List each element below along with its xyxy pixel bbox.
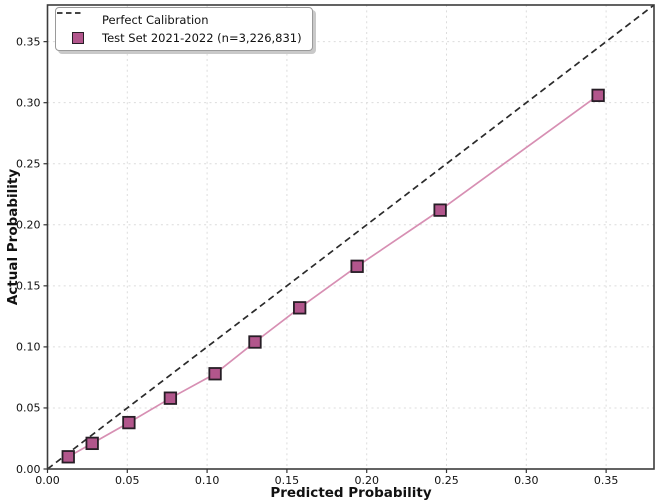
test-set-marker	[163, 391, 178, 405]
test-set-marker	[85, 436, 99, 451]
x-tick-label: 0.35	[594, 474, 619, 487]
legend-label-perfect-calibration: Perfect Calibration	[102, 12, 209, 27]
legend-item-perfect-calibration: Perfect Calibration	[57, 11, 302, 28]
y-tick-label: 0.10	[16, 341, 41, 354]
x-tick-label: 0.25	[434, 474, 459, 487]
x-tick-label: 0.10	[195, 474, 220, 487]
legend: Perfect Calibration Test Set 2021-2022 (…	[55, 7, 313, 51]
test-set-marker	[591, 88, 605, 103]
plot-border	[46, 4, 655, 470]
test-set-marker	[248, 335, 262, 349]
y-tick-label: 0.05	[16, 402, 41, 415]
test-set-line	[67, 94, 599, 458]
y-tick-label: 0.15	[16, 280, 41, 293]
perfect-calibration-line	[46, 4, 655, 470]
square-marker-icon	[72, 31, 84, 44]
x-tick-label: 0.20	[354, 474, 379, 487]
x-tick-label: 0.30	[514, 474, 539, 487]
test-set-marker	[122, 415, 136, 430]
y-tick-label: 0.25	[16, 158, 41, 171]
test-set-marker	[208, 367, 222, 381]
x-tick-label: 0.05	[115, 474, 140, 487]
y-tick-label: 0.35	[16, 35, 41, 48]
y-tick-label: 0.30	[16, 96, 41, 109]
test-set-marker	[350, 259, 364, 273]
x-axis-label: Predicted Probability	[270, 485, 432, 501]
test-set-marker	[61, 450, 75, 464]
legend-item-test-set: Test Set 2021-2022 (n=3,226,831)	[64, 29, 302, 46]
test-set-marker	[433, 203, 447, 217]
x-tick-label: 0.00	[35, 474, 60, 487]
legend-label-test-set: Test Set 2021-2022 (n=3,226,831)	[102, 30, 302, 45]
y-tick-label: 0.00	[16, 463, 41, 476]
y-axis-label: Actual Probability	[5, 168, 21, 306]
y-tick-label: 0.20	[16, 219, 41, 232]
test-set-marker	[293, 301, 307, 315]
x-tick-label: 0.15	[275, 474, 300, 487]
